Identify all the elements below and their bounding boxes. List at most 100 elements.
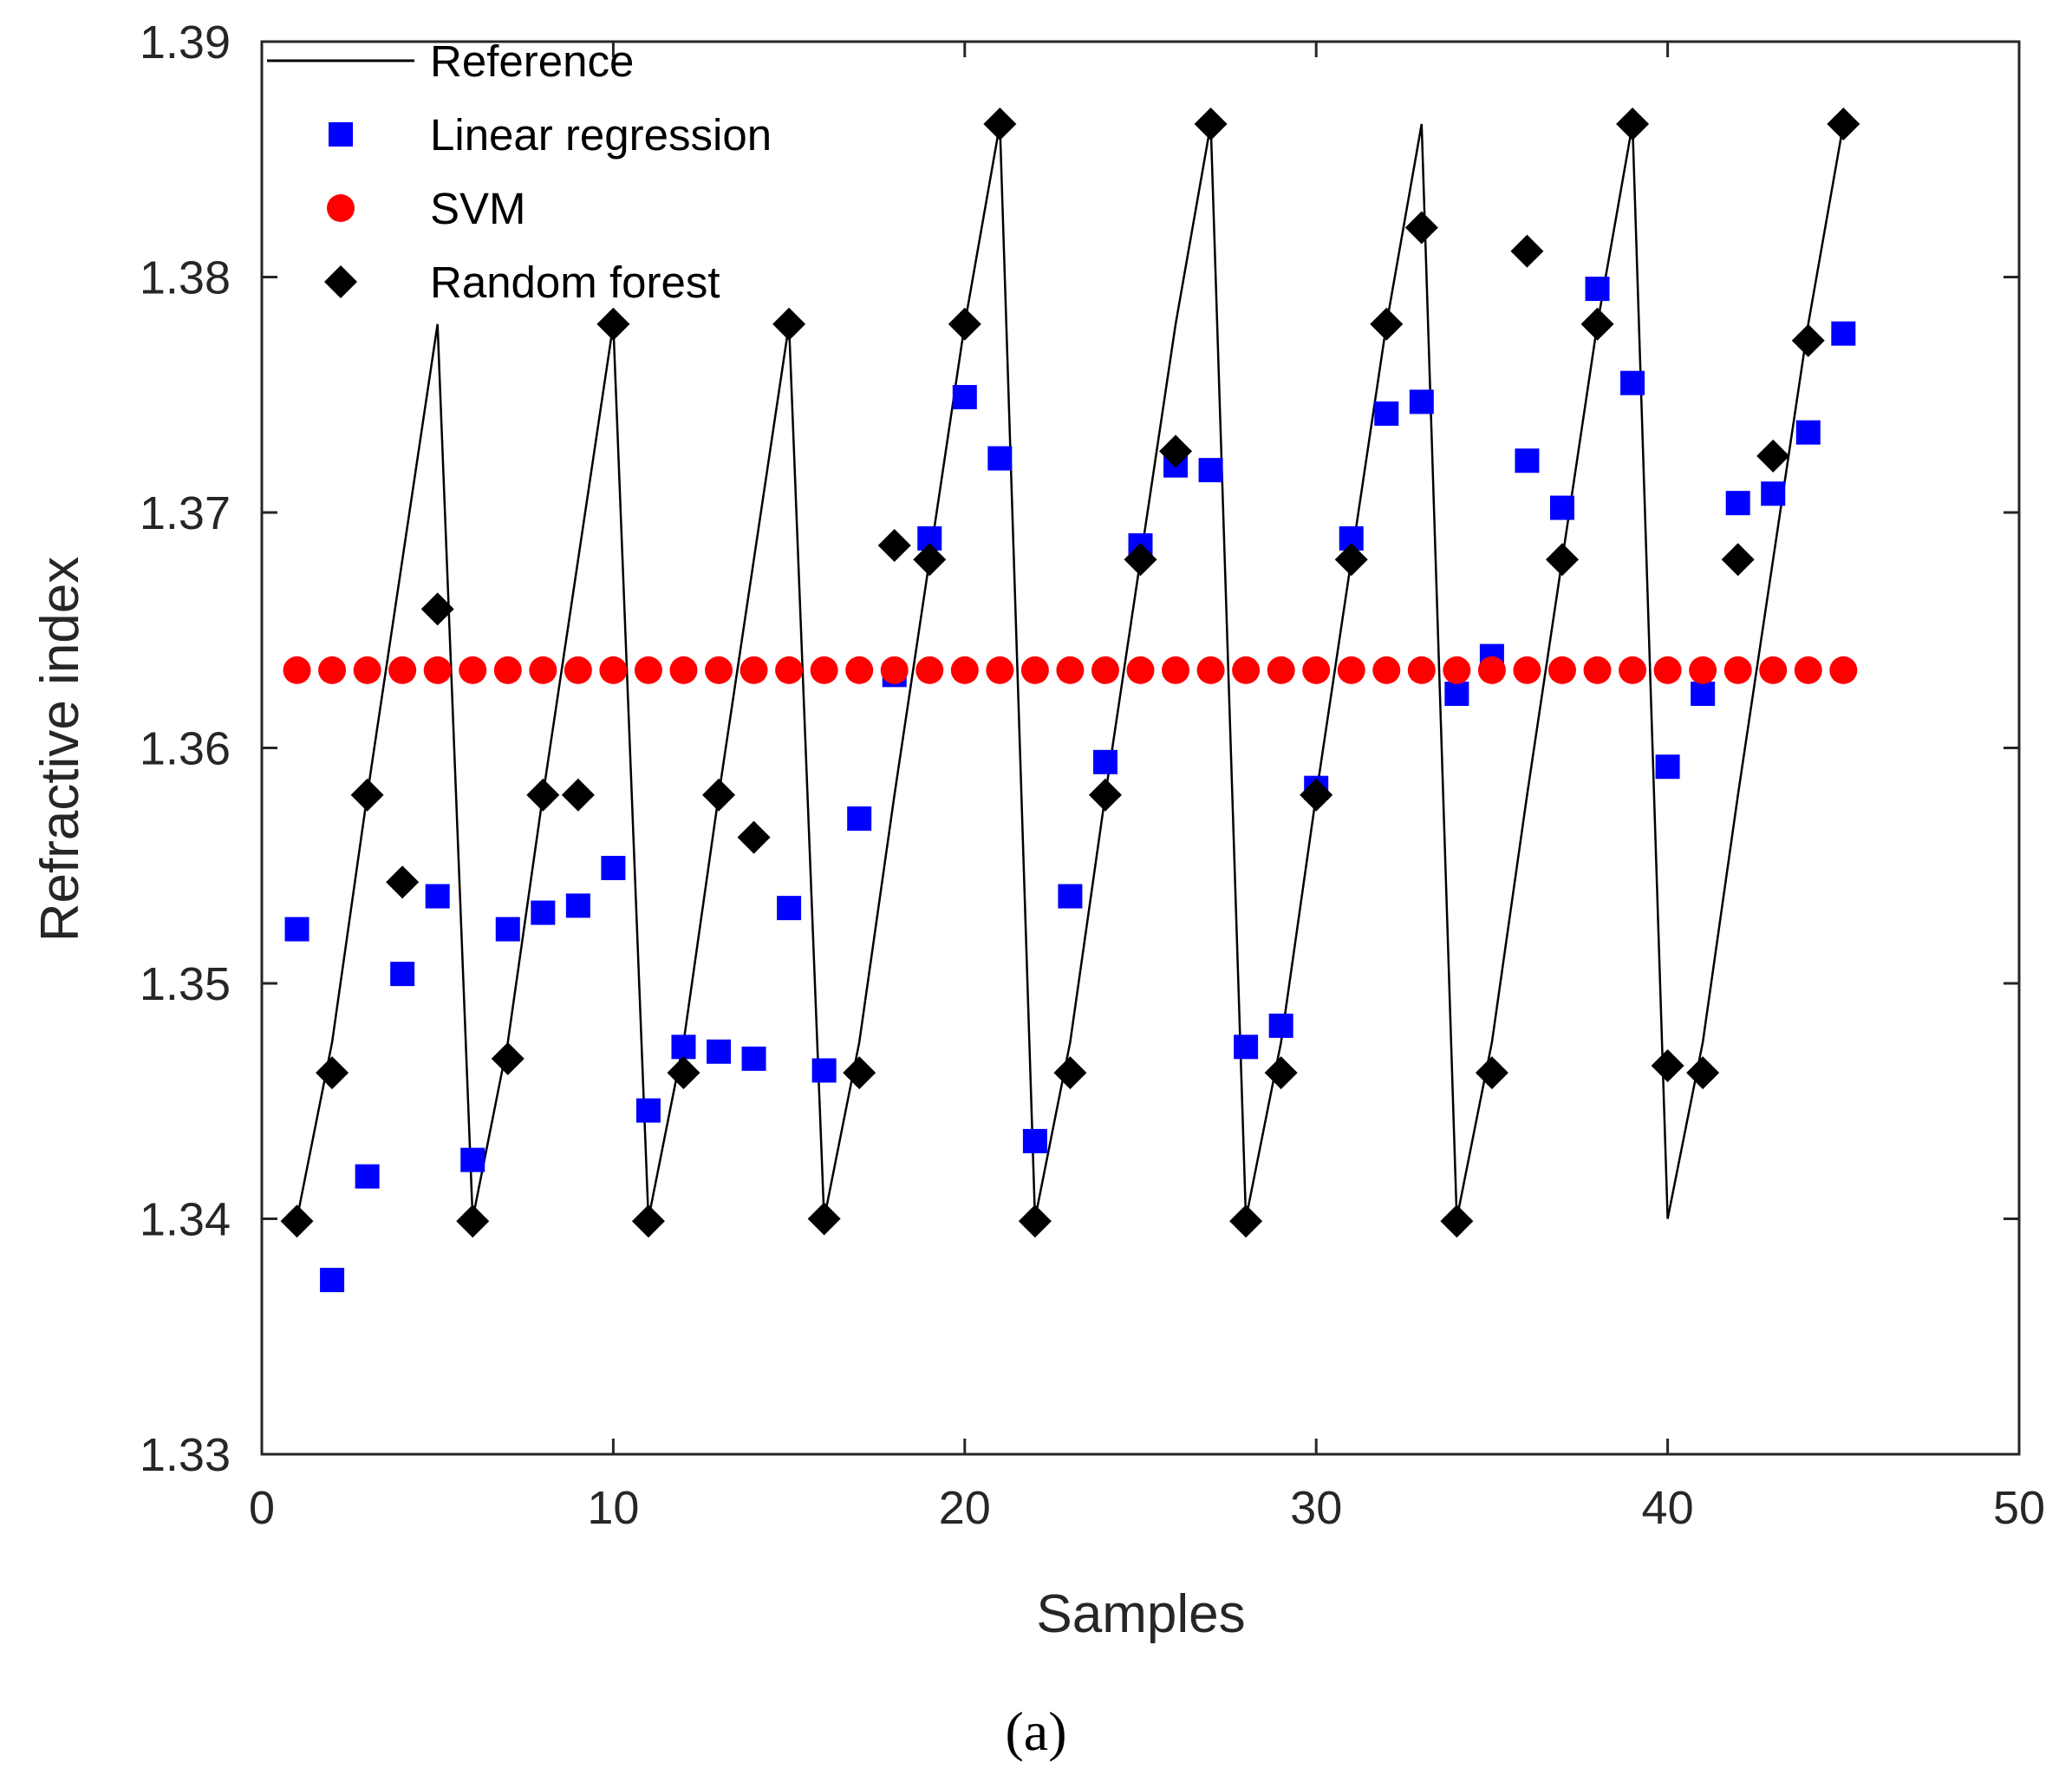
random-forest-point: [1721, 543, 1755, 577]
linear-regression-point: [1444, 682, 1469, 707]
svm-point: [705, 656, 733, 684]
linear-regression-point: [460, 1147, 485, 1172]
y-tick-label: 1.39: [140, 16, 231, 69]
y-tick-label: 1.33: [140, 1429, 231, 1481]
linear-regression-point: [671, 1035, 696, 1060]
random-forest-point: [1264, 1056, 1298, 1090]
linear-regression-point: [741, 1046, 766, 1071]
random-forest-point: [316, 1056, 349, 1090]
random-forest-point: [1440, 1204, 1474, 1238]
linear-regression-point: [1655, 754, 1680, 780]
random-forest-point: [1300, 778, 1333, 812]
linear-regression-point: [987, 446, 1013, 471]
svm-point: [1162, 656, 1190, 684]
legend-label: SVM: [430, 184, 526, 233]
linear-regression-point: [635, 1098, 661, 1123]
linear-regression-point: [811, 1058, 837, 1083]
svm-point: [810, 656, 838, 684]
random-forest-point: [1159, 434, 1193, 468]
svm-point: [1547, 656, 1576, 684]
svm-point: [1689, 656, 1717, 684]
random-forest-point: [386, 865, 420, 899]
random-forest-point: [1124, 543, 1157, 577]
linear-regression-point: [1234, 1035, 1259, 1060]
linear-regression-point: [777, 896, 802, 921]
svm-point: [1653, 656, 1682, 684]
random-forest-point: [1229, 1204, 1263, 1238]
random-forest-point: [631, 1204, 665, 1238]
plot-area: [260, 40, 2021, 1456]
random-forest-point: [1580, 307, 1614, 341]
random-forest-point: [877, 529, 911, 563]
random-forest-point: [1018, 1204, 1052, 1238]
linear-regression-point: [1585, 277, 1610, 302]
legend-swatch-linear-regression: [329, 122, 353, 147]
svm-point: [1794, 656, 1822, 684]
svm-point: [564, 656, 592, 684]
y-tick-label: 1.36: [140, 723, 231, 775]
svm-point: [388, 656, 417, 684]
linear-regression-point: [847, 806, 872, 831]
random-forest-point: [561, 778, 595, 812]
linear-regression-point: [1409, 389, 1434, 415]
svm-point: [1477, 656, 1506, 684]
svm-point: [1020, 656, 1049, 684]
svm-point: [353, 656, 381, 684]
y-axis-label: Refractive index: [30, 557, 90, 943]
random-forest-point: [1756, 439, 1790, 473]
svm-point: [950, 656, 979, 684]
svm-point: [845, 656, 874, 684]
linear-regression-point: [1374, 401, 1399, 426]
legend-label: Reference: [430, 36, 634, 86]
svm-point: [1372, 656, 1401, 684]
figure-caption: (a): [1005, 1700, 1066, 1762]
linear-regression-point: [1831, 321, 1856, 346]
legend-item-linear-regression: Linear regression: [329, 110, 772, 160]
legend: Reference Linear regression SVM Random fore…: [267, 36, 772, 307]
svm-point: [1723, 656, 1752, 684]
legend-swatch-svm: [327, 194, 355, 222]
random-forest-point: [1088, 778, 1122, 812]
y-tick-label: 1.34: [140, 1194, 231, 1246]
legend-item-random-forest: Random forest: [324, 258, 720, 307]
random-forest-point: [596, 307, 630, 341]
svm-point: [493, 656, 522, 684]
svm-point: [1583, 656, 1612, 684]
linear-regression-point: [1198, 458, 1223, 483]
linear-regression-point: [1268, 1013, 1293, 1038]
linear-regression-point: [1691, 682, 1716, 707]
linear-regression-point: [1022, 1128, 1047, 1153]
linear-regression-point: [952, 384, 977, 409]
svm-point: [1196, 656, 1225, 684]
svm-point: [1407, 656, 1436, 684]
series-random-forest: [280, 108, 1860, 1238]
legend-item-reference: Reference: [267, 36, 634, 86]
random-forest-point: [913, 543, 947, 577]
linear-regression-point: [565, 893, 590, 918]
random-forest-point: [1616, 108, 1650, 141]
svm-point: [775, 656, 804, 684]
random-forest-point: [491, 1041, 525, 1075]
linear-regression-point: [1092, 749, 1117, 774]
svm-point: [1056, 656, 1085, 684]
reference-line: [296, 123, 1845, 1219]
svm-point: [740, 656, 768, 684]
linear-regression-point: [1515, 448, 1540, 473]
linear-regression-point: [1620, 370, 1645, 395]
svm-point: [529, 656, 557, 684]
linear-regression-point: [425, 884, 450, 909]
random-forest-point: [1053, 1056, 1087, 1090]
y-tick-label: 1.35: [140, 958, 231, 1010]
svm-point: [1759, 656, 1788, 684]
svm-point: [283, 656, 311, 684]
axis-ticks: [260, 40, 2021, 1456]
svm-point: [1513, 656, 1541, 684]
random-forest-point: [1334, 543, 1368, 577]
random-forest-point: [1651, 1049, 1684, 1083]
svm-point: [1126, 656, 1155, 684]
x-tick-label: 40: [1642, 1482, 1694, 1534]
random-forest-point: [1370, 307, 1404, 341]
svm-point: [1829, 656, 1858, 684]
legend-item-svm: SVM: [327, 184, 526, 233]
svm-point: [1337, 656, 1365, 684]
